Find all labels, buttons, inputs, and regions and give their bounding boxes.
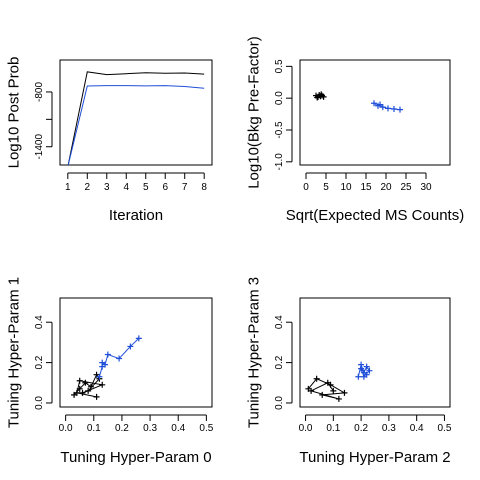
data-point-marker xyxy=(358,365,365,372)
x-tick-label: 3 xyxy=(104,182,110,193)
data-point-marker xyxy=(319,391,326,398)
x-tick-label: 0.3 xyxy=(382,423,396,434)
data-point-marker xyxy=(379,104,386,111)
data-point-marker xyxy=(363,371,370,378)
x-tick-label: 0.3 xyxy=(143,423,157,434)
x-axis-title: Iteration xyxy=(109,207,163,224)
data-point-marker xyxy=(79,389,86,396)
y-axis-title: Tuning Hyper-Param 3 xyxy=(246,277,263,428)
data-point-marker xyxy=(355,373,362,380)
y-axis-title: Tuning Hyper-Param 1 xyxy=(6,277,23,428)
data-point-marker xyxy=(85,387,92,394)
plot-area xyxy=(305,361,373,402)
y-tick-label: 0.0 xyxy=(34,396,45,410)
data-point-marker xyxy=(341,389,348,396)
data-point-marker xyxy=(76,377,83,384)
x-axis-title: Sqrt(Expected MS Counts) xyxy=(286,207,464,224)
series-path-1 xyxy=(307,378,347,400)
plot-frame xyxy=(299,297,451,408)
data-point-marker xyxy=(87,383,94,390)
data-point-marker xyxy=(135,335,142,342)
y-tick-label: 0.2 xyxy=(34,355,45,369)
x-tick-label: 7 xyxy=(182,182,188,193)
x-tick-label: 4 xyxy=(123,182,129,193)
data-point-marker xyxy=(82,379,89,386)
plot-area xyxy=(313,91,403,113)
plot-frame xyxy=(299,59,451,166)
y-tick-label: 0.4 xyxy=(34,315,45,329)
series-line-1 xyxy=(67,71,205,165)
x-tick-label: 0.4 xyxy=(171,423,185,434)
y-tick-label: 0.4 xyxy=(274,315,285,329)
x-tick-label: 25 xyxy=(400,182,412,193)
plot-frame xyxy=(59,59,213,166)
data-point-marker xyxy=(318,91,325,98)
y-tick-label: 0.0 xyxy=(274,91,285,105)
data-point-marker xyxy=(314,94,321,101)
data-point-marker xyxy=(313,375,320,382)
data-point-marker xyxy=(363,363,370,370)
chart-panel-4: 0.0 0.1 0.2 0.3 0.4 0.5 0.0 0.2 0.4 Tuning Hyper-… xyxy=(246,277,452,466)
x-tick-label: 0.2 xyxy=(354,423,368,434)
x-tick-label: 0.5 xyxy=(437,423,451,434)
y-axis-title: Log10 Post Prob xyxy=(6,57,23,169)
x-tick-label: 5 xyxy=(323,182,329,193)
x-axis-title: Tuning Hyper-Param 0 xyxy=(60,449,211,466)
x-tick-label: 0.5 xyxy=(199,423,213,434)
x-tick-label: 0.0 xyxy=(299,423,313,434)
data-point-marker xyxy=(99,381,106,388)
x-tick-label: 0.1 xyxy=(326,423,340,434)
x-tick-label: 0.2 xyxy=(115,423,129,434)
x-tick-label: 0.0 xyxy=(59,423,73,434)
y-axis-title: Log10(Bkg Pre-Factor) xyxy=(246,36,263,189)
plot-frame xyxy=(59,297,213,408)
data-point-marker xyxy=(335,395,342,402)
x-axis-title: Tuning Hyper-Param 2 xyxy=(299,449,450,466)
data-point-marker xyxy=(102,361,109,368)
y-tick-label: -0.5 xyxy=(274,121,285,139)
data-point-marker xyxy=(96,373,103,380)
plot-area xyxy=(67,71,205,165)
x-tick-label: 0.4 xyxy=(410,423,424,434)
data-point-marker xyxy=(366,367,373,374)
x-tick-label: 5 xyxy=(143,182,149,193)
data-point-marker xyxy=(385,105,391,112)
series-line-2 xyxy=(67,85,205,165)
data-point-marker xyxy=(330,387,337,394)
x-tick-label: 0.1 xyxy=(87,423,101,434)
y-tick-label: -1.0 xyxy=(274,153,285,171)
chart-panel-1: 1 2 3 4 5 6 7 8 -1400 -800 Iteration Log10 Post Pro… xyxy=(6,57,213,224)
x-tick-label: 30 xyxy=(420,182,432,193)
plot-area xyxy=(71,335,142,400)
data-point-marker xyxy=(397,106,403,113)
chart-panel-3: 0.0 0.1 0.2 0.3 0.4 0.5 0.0 0.2 0.4 Tuning Hyper-… xyxy=(6,277,214,466)
data-point-marker xyxy=(308,387,315,394)
data-point-marker xyxy=(116,355,123,362)
chart-panel-2: 0 5 10 15 20 25 30 -1.0 -0.5 0.0 0.5 Sqrt(Expected … xyxy=(246,36,465,224)
x-tick-label: 2 xyxy=(85,182,91,193)
y-tick-label: -800 xyxy=(34,82,45,102)
y-tick-label: 0.2 xyxy=(274,355,285,369)
x-tick-label: 0 xyxy=(303,182,309,193)
data-point-marker xyxy=(371,100,377,107)
x-tick-label: 20 xyxy=(380,182,392,193)
data-point-marker xyxy=(76,385,83,392)
data-point-marker xyxy=(104,351,111,358)
data-point-marker xyxy=(324,379,331,386)
data-point-marker xyxy=(93,393,100,400)
data-point-marker xyxy=(73,389,80,396)
x-tick-label: 1 xyxy=(65,182,71,193)
x-tick-label: 10 xyxy=(340,182,352,193)
y-tick-label: -1400 xyxy=(34,134,45,160)
data-point-marker xyxy=(391,106,397,112)
x-tick-label: 15 xyxy=(360,182,372,193)
y-tick-label: 0.5 xyxy=(274,59,285,73)
x-tick-label: 6 xyxy=(162,182,168,193)
data-point-marker xyxy=(127,343,134,350)
x-tick-label: 8 xyxy=(201,182,207,193)
y-tick-label: 0.0 xyxy=(274,396,285,410)
